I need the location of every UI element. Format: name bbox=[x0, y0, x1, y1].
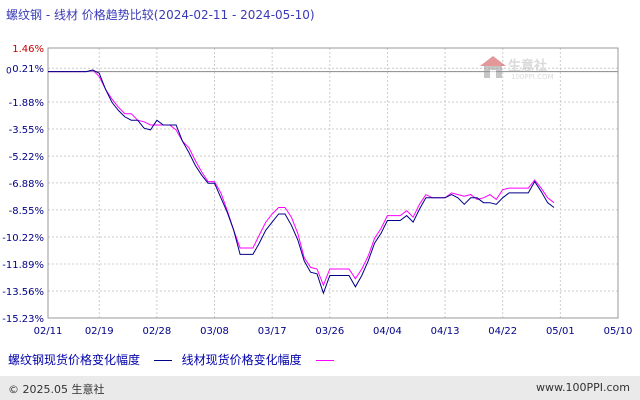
watermark-text: 生意社 bbox=[508, 59, 548, 74]
plot-frame bbox=[47, 47, 619, 319]
site-url-link[interactable]: www.100PPI.com bbox=[536, 381, 630, 394]
y-tick-label: 0.21% bbox=[12, 64, 44, 75]
chart-title: 螺纹钢 - 线材 价格趋势比较(2024-02-11 - 2024-05-10) bbox=[6, 8, 315, 22]
x-tick-label: 02/19 bbox=[85, 326, 114, 337]
legend-label-series1: 螺纹钢现货价格变化幅度 bbox=[8, 353, 141, 367]
footer-bar: © 2025.05 生意社 www.100PPI.com bbox=[0, 376, 640, 400]
x-tick-label: 02/11 bbox=[34, 326, 63, 337]
legend-swatch-series2 bbox=[315, 360, 334, 361]
x-tick-label: 03/08 bbox=[200, 326, 229, 337]
y-tick-label: -1.88% bbox=[9, 98, 44, 109]
x-tick-label: 02/28 bbox=[142, 326, 171, 337]
x-tick-label: 04/22 bbox=[488, 326, 517, 337]
x-axis-ticks: 02/11 02/19 02/28 03/08 03/17 03/26 04/04 04/13… bbox=[34, 326, 633, 337]
x-tick-label: 04/13 bbox=[431, 326, 460, 337]
x-tick-label: 03/26 bbox=[315, 326, 344, 337]
y-axis-ticks: 1.46% 0.21% -1.88% -3.55% -5.22% -6.88% -8.55%… bbox=[2, 44, 44, 325]
x-tick-label: 03/17 bbox=[258, 326, 287, 337]
series-lines bbox=[48, 69, 555, 295]
y-tick-label: -15.23% bbox=[2, 314, 44, 325]
watermark: 生意社 100PPI.COM bbox=[478, 54, 554, 84]
zero-label: 0 bbox=[6, 67, 12, 77]
y-tick-label: -3.55% bbox=[9, 125, 44, 136]
y-tick-label: -10.22% bbox=[2, 233, 44, 244]
y-tick-label: -5.22% bbox=[9, 152, 44, 163]
legend-swatch-series1 bbox=[153, 360, 172, 361]
copyright-text: © 2025.05 生意社 bbox=[8, 383, 105, 396]
watermark-url: 100PPI.COM bbox=[511, 73, 554, 81]
house-logo-icon bbox=[480, 56, 506, 78]
y-tick-label: -6.88% bbox=[9, 179, 44, 190]
legend: 螺纹钢现货价格变化幅度 线材现货价格变化幅度 bbox=[8, 351, 340, 368]
y-tick-label: -13.56% bbox=[2, 287, 44, 298]
series-line-1 bbox=[48, 69, 555, 295]
legend-label-series2: 线材现货价格变化幅度 bbox=[181, 353, 302, 367]
x-tick-label: 04/04 bbox=[373, 326, 402, 337]
x-tick-label: 05/10 bbox=[604, 326, 633, 337]
y-tick-label: -11.89% bbox=[2, 260, 44, 271]
y-tick-label: 1.46% bbox=[12, 44, 44, 55]
y-tick-label: -8.55% bbox=[9, 206, 44, 217]
x-tick-label: 05/01 bbox=[546, 326, 575, 337]
